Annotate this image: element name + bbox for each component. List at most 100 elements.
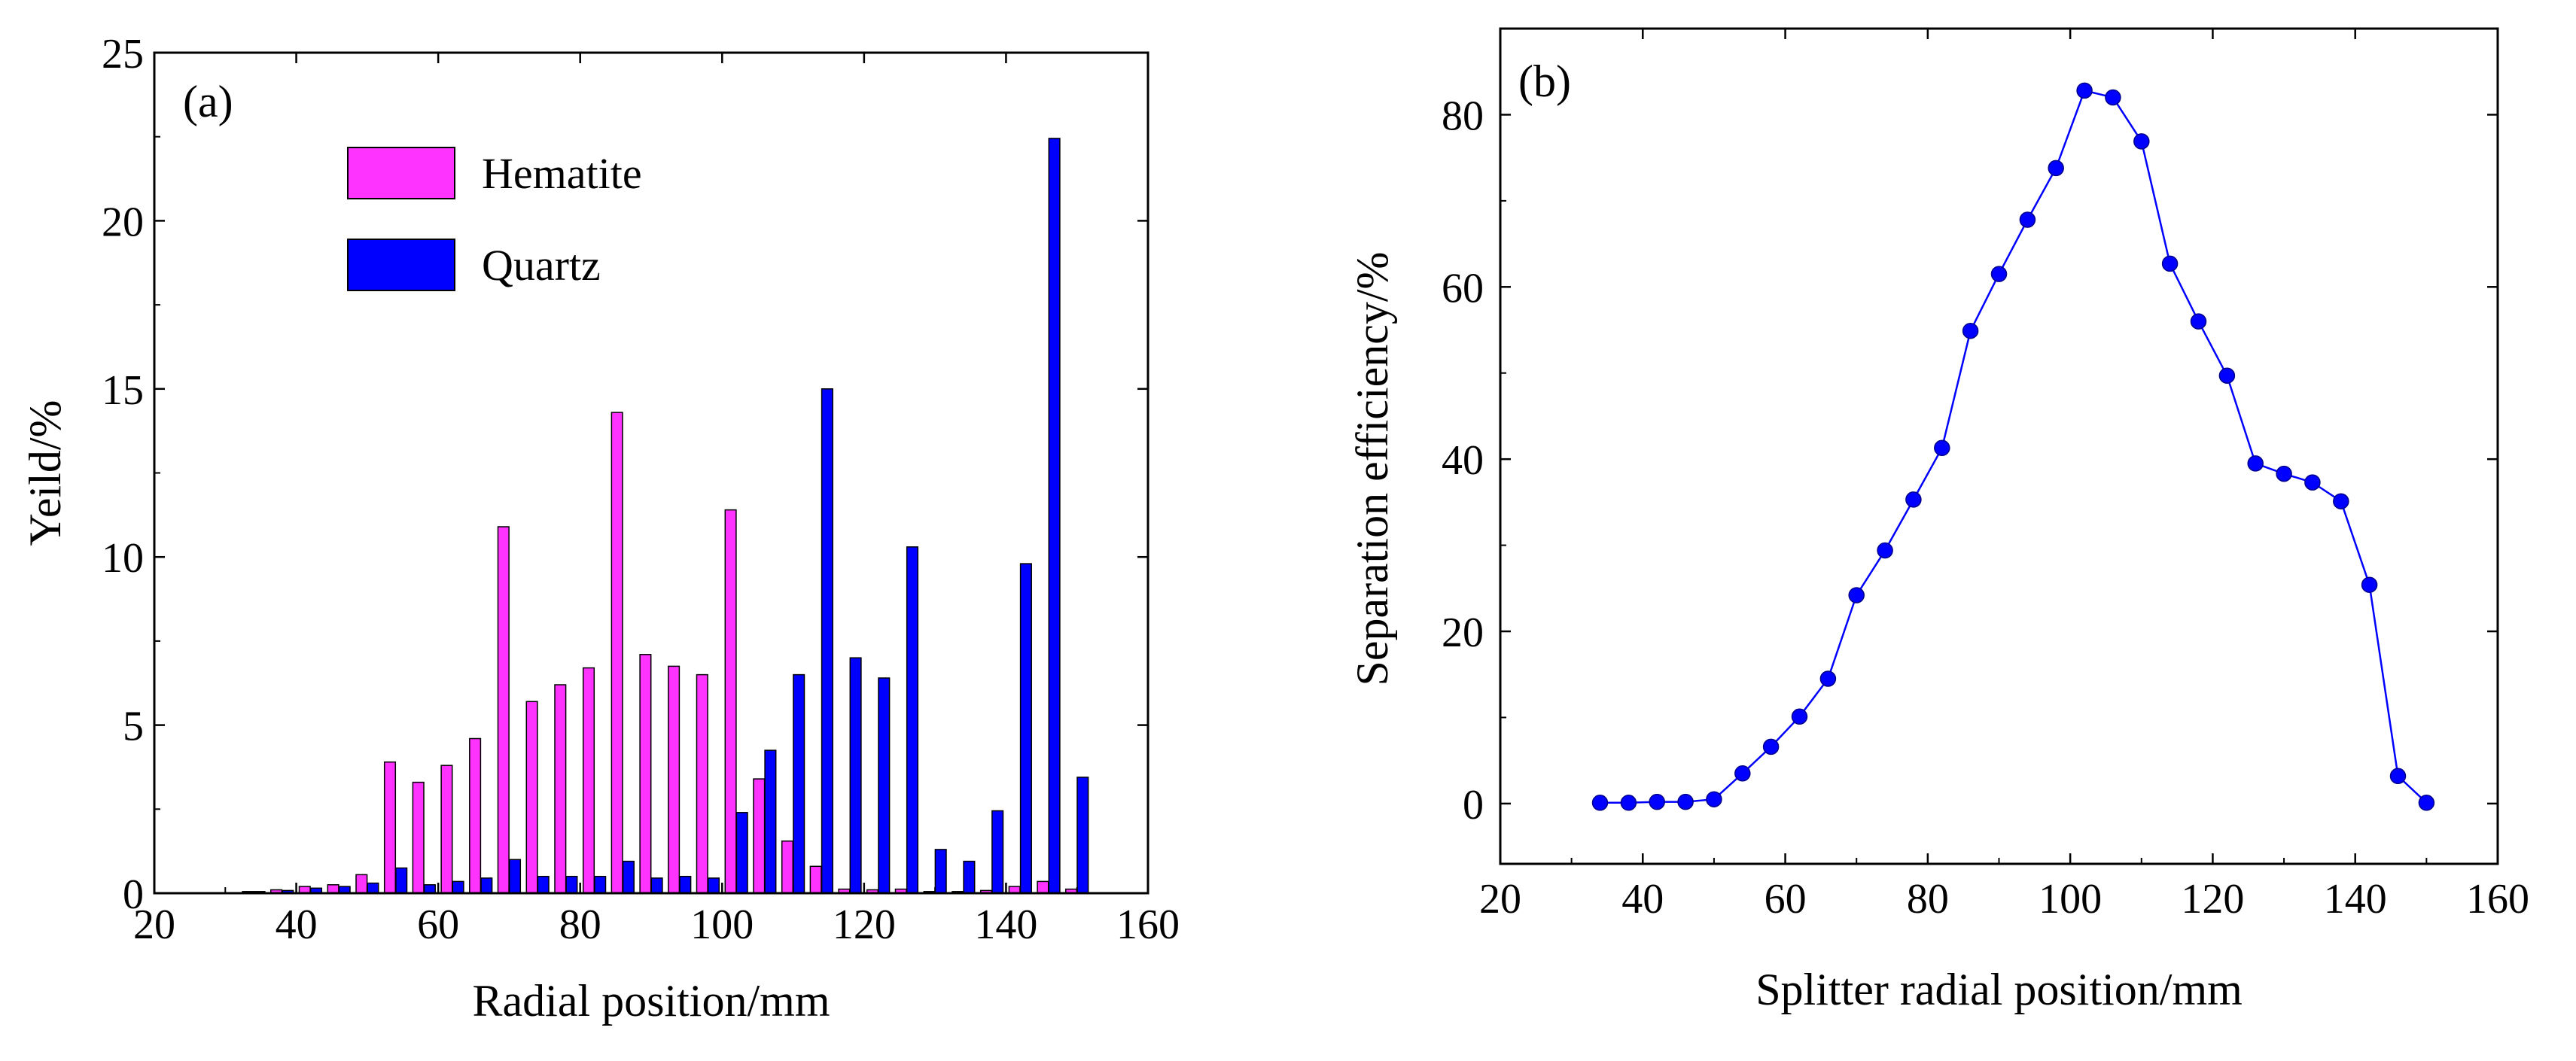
y-tick-label: 60: [1442, 265, 1484, 312]
point-122: [2218, 367, 2236, 384]
x-tick-label: 40: [1621, 876, 1664, 923]
panel-a-legend: Hematite Quartz: [347, 147, 642, 291]
point-102: [2076, 82, 2093, 99]
bar-quartz-114: [821, 388, 833, 894]
point-118: [2190, 313, 2207, 330]
x-tick-label: 100: [2039, 876, 2102, 923]
bar-hematite-94: [668, 665, 681, 894]
bar-hematite-106: [753, 778, 766, 894]
y-tick-label: 40: [1442, 437, 1484, 484]
bar-hematite-46: [327, 884, 340, 894]
point-42: [1649, 793, 1665, 810]
bar-hematite-86: [611, 412, 623, 894]
point-34: [1591, 795, 1609, 811]
panel-a-bars: [242, 138, 1089, 894]
point-62: [1791, 708, 1808, 725]
legend-label-hematite: Hematite: [482, 149, 642, 198]
point-130: [2276, 465, 2292, 482]
bar-hematite-66: [469, 737, 482, 894]
point-38: [1620, 795, 1637, 811]
bar-quartz-118: [849, 657, 862, 894]
panel-b-line-chart: 20 40 60 80 100 120 140 160 0 20 40 60 80 (b) Splitt…: [1347, 27, 2529, 1014]
bar-hematite-114: [809, 865, 822, 894]
panel-b-plot-frame: [1499, 27, 2499, 865]
panel-b-label: (b): [1518, 56, 1571, 106]
x-tick-label: 140: [2324, 876, 2387, 923]
y-tick-label: 5: [123, 704, 144, 750]
bar-hematite-102: [724, 509, 737, 894]
bar-quartz-138: [991, 810, 1004, 894]
point-94: [2019, 211, 2036, 228]
x-tick-label: 120: [833, 901, 896, 948]
panel-a-label: (a): [183, 77, 233, 126]
bar-quartz-150: [1076, 777, 1089, 894]
x-tick-label: 160: [1116, 901, 1180, 948]
bar-hematite-82: [582, 667, 595, 894]
bar-hematite-78: [554, 684, 567, 894]
bar-quartz-130: [934, 849, 947, 894]
bar-hematite-50: [355, 874, 368, 894]
panel-b-ticks: 20 40 60 80 100 120 140 160 0 20 40 60 80: [1442, 29, 2529, 923]
y-tick-label: 0: [1463, 782, 1484, 828]
point-50: [1706, 791, 1722, 807]
x-tick-label: 60: [417, 901, 459, 948]
bar-quartz-122: [878, 677, 891, 894]
bar-quartz-90: [650, 877, 663, 894]
point-134: [2304, 474, 2321, 491]
y-tick-label: 15: [102, 367, 144, 414]
legend-label-quartz: Quartz: [482, 241, 601, 290]
point-114: [2161, 255, 2179, 272]
bar-quartz-82: [594, 875, 607, 894]
panel-b-series-line: [1600, 89, 2428, 804]
point-106: [2105, 89, 2121, 106]
y-tick-label: 25: [102, 31, 144, 78]
point-74: [1877, 542, 1893, 559]
panel-a-bar-chart: 20 40 60 80 100 120 140 160 0 5 10 15 20 25 (a) Radia…: [20, 31, 1180, 1026]
point-54: [1734, 765, 1751, 782]
bar-quartz-94: [679, 875, 692, 894]
bar-quartz-66: [480, 877, 493, 894]
y-tick-label: 20: [1442, 610, 1484, 656]
panel-b-y-axis-title: Separation efficiency/%: [1347, 252, 1397, 686]
point-58: [1762, 738, 1780, 755]
bar-quartz-62: [452, 880, 464, 894]
legend-swatch-hematite: [347, 147, 455, 199]
panel-b-points: [1591, 82, 2435, 811]
y-tick-label: 10: [102, 535, 144, 582]
bar-hematite-74: [525, 701, 538, 894]
point-146: [2389, 768, 2407, 785]
panel-a-x-axis-title: Radial position/mm: [473, 976, 830, 1026]
point-142: [2361, 576, 2378, 593]
x-tick-label: 160: [2466, 876, 2529, 923]
legend-swatch-quartz: [347, 239, 455, 291]
x-tick-label: 20: [1479, 876, 1521, 923]
bar-hematite-58: [412, 781, 425, 894]
bar-hematite-70: [497, 526, 510, 894]
bar-quartz-142: [1019, 563, 1032, 894]
point-70: [1848, 587, 1865, 603]
y-tick-label: 0: [123, 871, 144, 918]
point-82: [1934, 439, 1950, 457]
x-tick-label: 80: [559, 901, 601, 948]
bar-quartz-98: [707, 877, 720, 894]
bar-quartz-70: [508, 859, 522, 894]
point-86: [1962, 322, 1979, 339]
bar-quartz-50: [367, 882, 379, 894]
panel-b-x-axis-title: Splitter radial position/mm: [1755, 965, 2243, 1014]
bar-quartz-110: [793, 673, 805, 894]
bar-quartz-74: [537, 875, 550, 894]
point-150: [2418, 795, 2435, 811]
y-tick-label: 80: [1442, 93, 1484, 139]
x-tick-label: 140: [974, 901, 1037, 948]
y-tick-label: 20: [102, 199, 144, 245]
bar-hematite-54: [383, 761, 397, 894]
x-tick-label: 20: [133, 901, 175, 948]
panel-a-ticks: 20 40 60 80 100 120 140 160 0 5 10 15 20 25: [102, 31, 1180, 948]
point-138: [2333, 493, 2349, 509]
panel-a-y-axis-title: Yeild/%: [20, 400, 70, 546]
point-110: [2133, 133, 2150, 150]
bar-hematite-98: [696, 673, 708, 894]
bar-hematite-62: [440, 765, 453, 894]
point-78: [1905, 491, 1922, 508]
